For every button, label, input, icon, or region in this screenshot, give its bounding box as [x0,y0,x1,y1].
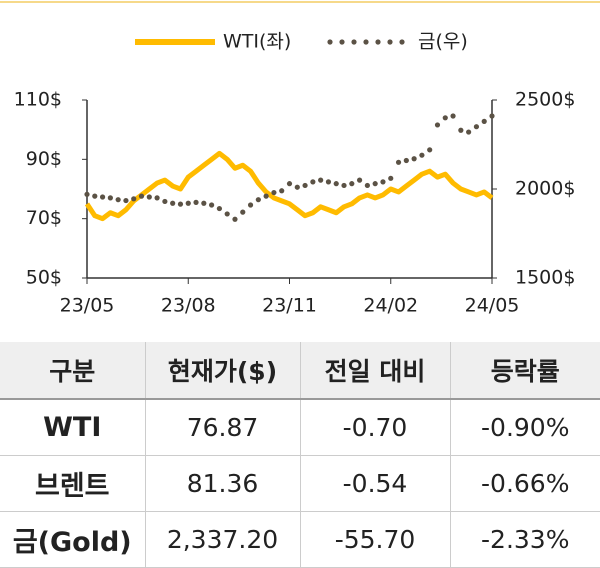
gold-dot [481,118,487,124]
gold-dot [209,202,215,208]
table-body: WTI 76.87 -0.70 -0.90% 브렌트 81.36 -0.54 -0.66% 금(… [0,399,600,568]
table-cell: -0.54 [299,455,450,512]
gold-dot [442,115,448,121]
gold-dot [395,159,402,165]
row-label: 금(Gold) [0,511,145,568]
legend-label: WTI(좌) [223,31,291,53]
price-table: 구분 현재가($) 전일 대비 등락률 WTI 76.87 -0.70 -0.90% 브… [0,342,600,568]
legend-swatch [351,39,357,45]
gold-dot [466,129,472,135]
gold-dot [107,195,113,201]
legend-swatch [327,39,333,45]
gold-dot [263,193,269,199]
gold-dot [458,127,464,133]
gold-dot [154,195,160,201]
x-tick-label: 24/02 [363,295,418,317]
gold-dot [232,216,238,222]
header-cell: 등락률 [449,342,600,400]
y2-tick-label: 2500$ [515,89,575,111]
table-cell: -0.66% [449,455,600,512]
table-row: 금(Gold) 2,337.20 -55.70 -2.33% [0,511,600,568]
gold-dot [255,197,261,203]
table-cell: 76.87 [144,399,300,456]
header-cell: 구분 [0,342,145,400]
chart: 50$ 70$ 90$ 110$ 1500$ 2000$ 2500$ 23/05 23/08 23… [0,1,600,317]
gold-dot [84,191,90,197]
table-cell: 2,337.20 [144,511,300,568]
gold-dot [473,124,480,130]
gold-dot [115,197,121,203]
header-row: 구분 현재가($) 전일 대비 등락률 [0,342,600,400]
gold-dot [123,197,129,204]
table-row: 브렌트 81.36 -0.54 -0.66% [0,455,600,512]
gold-dot [302,182,308,189]
legend-swatch [339,39,345,45]
gold-dot [489,113,495,119]
row-label: WTI [0,399,145,456]
gold-dot [450,113,456,119]
table-cell: -0.90% [449,399,600,456]
table-cell: -55.70 [299,511,450,568]
gold-dot [325,179,332,185]
legend-swatch [387,39,393,45]
gold-dot [216,205,223,212]
y-tick-label: 110$ [14,89,62,111]
x-tick-label: 23/11 [262,295,317,317]
y-tick-label: 90$ [26,148,62,170]
header-cell: 전일 대비 [299,342,450,400]
gold-dot [162,198,168,205]
legend-swatch [363,39,369,45]
gold-dot [170,200,176,206]
gold-dot [364,182,370,189]
gold-dot [185,200,191,206]
gold-dot [411,156,417,162]
gold-dot [310,179,316,185]
gold-dot [201,200,207,206]
gold-dot [294,184,300,190]
gold-dot [131,196,137,202]
gold-dot [193,199,199,205]
y2-tick-label: 2000$ [515,178,575,200]
gold-dot [356,177,363,183]
wti-line [84,150,494,222]
gold-dot [341,182,347,189]
legend-swatch [399,39,405,45]
gold-dot [138,193,145,199]
gold-dot [419,152,425,158]
gold-dot [177,201,184,207]
gold-dot [380,179,386,185]
x-tick-label: 23/05 [60,295,115,317]
gold-dot [92,193,98,199]
table-row: WTI 76.87 -0.70 -0.90% [0,399,600,456]
x-tick-label: 23/08 [161,295,216,317]
row-label: 브렌트 [0,455,145,512]
header-cell: 현재가($) [144,342,300,400]
gold-dot [224,211,230,217]
table-cell: -0.70 [299,399,450,456]
gold-dot [286,181,293,187]
gold-dot [279,188,285,194]
table-cell: 81.36 [144,455,300,512]
gold-dot [99,194,106,200]
legend-swatch [375,39,381,45]
gold-dot [372,181,378,187]
gold-dot [247,202,254,208]
gold-dot [388,175,394,181]
y2-tick-label: 1500$ [515,267,575,289]
gold-dot [333,181,339,187]
legend-label: 금(우) [418,31,468,53]
gold-dot [240,209,246,215]
gold-dot [318,177,324,183]
x-tick-label: 24/05 [465,295,520,317]
gold-dot [434,122,441,128]
gold-dot [146,194,152,200]
gold-dot [403,157,409,164]
gold-dot [427,147,433,153]
y-tick-label: 50$ [26,267,62,289]
gold-dot [271,189,277,196]
gold-dot [349,181,355,187]
y-tick-label: 70$ [26,207,62,229]
table-cell: -2.33% [449,511,600,568]
